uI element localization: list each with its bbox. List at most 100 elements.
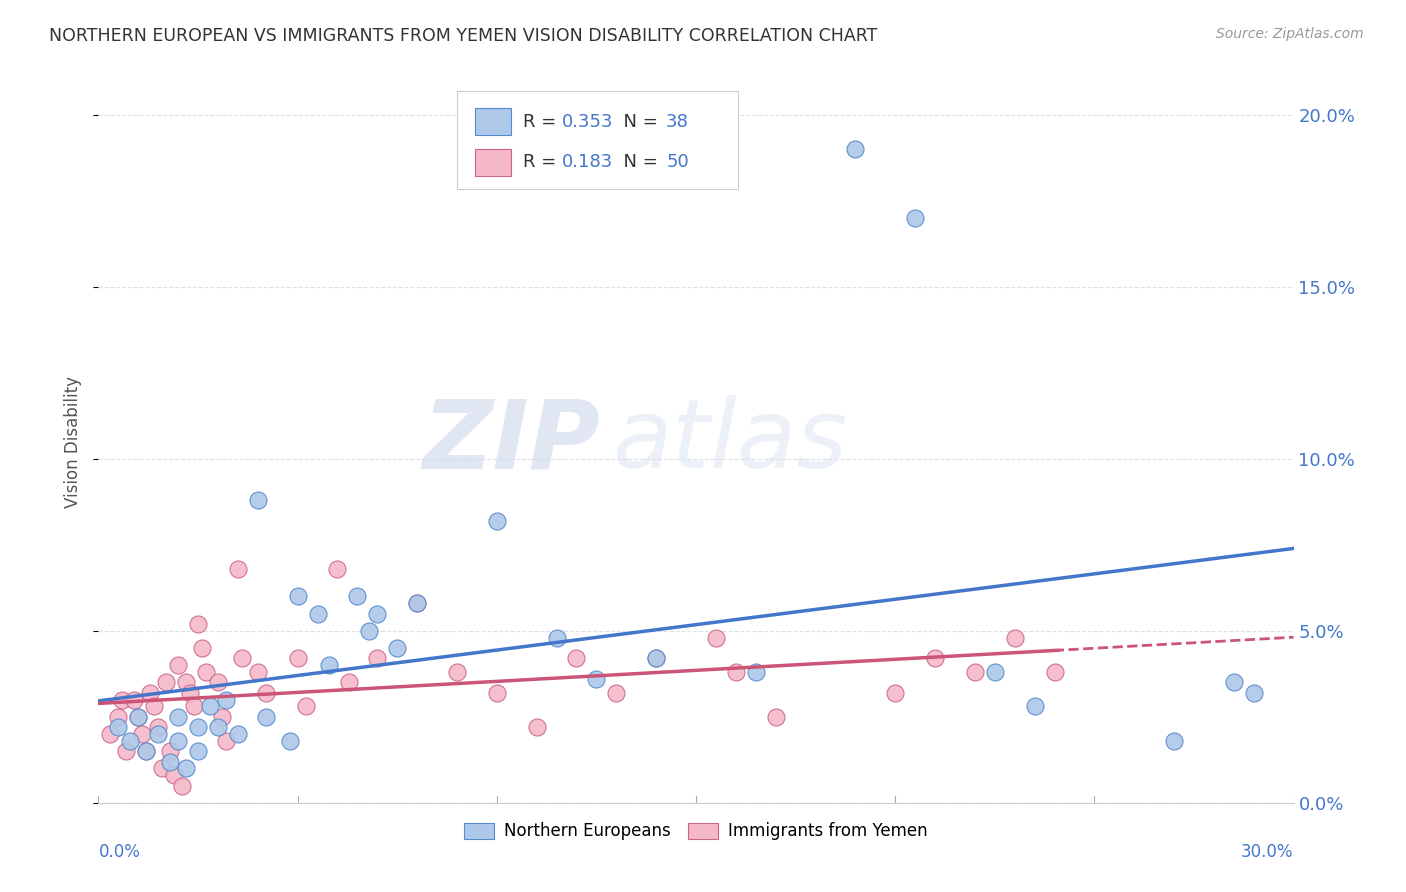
Point [155,675,177,690]
Legend: Northern Europeans, Immigrants from Yemen: Northern Europeans, Immigrants from Yeme… [456,814,936,848]
Point [406,596,429,610]
Text: 0.353: 0.353 [562,112,613,131]
Point [215,692,238,706]
Point [446,665,468,679]
Text: 0.183: 0.183 [562,153,613,171]
Point [107,710,129,724]
Point [1163,734,1185,748]
Point [187,720,209,734]
Text: R =: R = [523,153,561,171]
Point [318,658,340,673]
Text: 30.0%: 30.0% [1241,843,1294,861]
Point [1223,675,1246,690]
Point [287,651,309,665]
Text: ZIP: ZIP [422,395,600,488]
Point [167,658,190,673]
Point [254,686,277,700]
Point [246,665,269,679]
Point [254,710,277,724]
Point [127,710,149,724]
Point [207,720,229,734]
Text: 38: 38 [666,112,689,131]
Point [385,640,409,655]
Point [115,744,138,758]
Point [765,710,787,724]
Point [98,727,122,741]
Y-axis label: Vision Disability: Vision Disability [65,376,83,508]
Point [187,616,209,631]
Point [211,710,233,724]
Point [226,562,249,576]
Text: N =: N = [613,112,664,131]
Point [120,734,142,748]
Point [107,720,129,734]
Point [139,686,162,700]
Point [167,734,190,748]
Point [163,768,186,782]
Point [207,675,229,690]
Point [546,631,568,645]
Point [135,744,157,758]
Point [174,761,197,775]
Point [359,624,381,638]
Point [183,699,205,714]
Point [1243,686,1265,700]
Point [278,734,301,748]
Point [605,686,627,700]
Point [195,665,218,679]
Point [111,692,134,706]
Point [179,686,201,700]
Point [585,672,607,686]
Point [231,651,253,665]
Text: R =: R = [523,112,561,131]
Point [124,692,146,706]
Point [724,665,747,679]
Point [485,514,508,528]
Point [406,596,429,610]
Point [366,651,388,665]
Text: 0.0%: 0.0% [98,843,141,861]
Point [984,665,1007,679]
Point [1043,665,1066,679]
Point [131,727,153,741]
FancyBboxPatch shape [457,91,738,189]
Point [135,744,157,758]
Point [172,779,194,793]
Point [704,631,727,645]
Point [159,755,181,769]
Point [127,710,149,724]
Point [485,686,508,700]
Point [174,675,197,690]
Point [187,744,209,758]
Point [339,675,361,690]
Point [167,710,190,724]
Point [366,607,388,621]
Point [215,734,238,748]
Text: atlas: atlas [613,395,848,488]
Point [143,699,166,714]
Point [326,562,349,576]
Point [148,727,170,741]
Point [191,640,214,655]
Point [645,651,668,665]
Text: Source: ZipAtlas.com: Source: ZipAtlas.com [1216,27,1364,41]
Point [159,744,181,758]
Point [150,761,173,775]
Text: 50: 50 [666,153,689,171]
Point [645,651,668,665]
Text: N =: N = [613,153,664,171]
Point [246,493,269,508]
Point [307,607,329,621]
Point [346,590,368,604]
Point [904,211,927,225]
Point [924,651,946,665]
FancyBboxPatch shape [475,108,510,136]
Point [226,727,249,741]
Point [565,651,588,665]
Point [526,720,548,734]
Point [287,590,309,604]
Point [198,699,221,714]
Point [884,686,907,700]
Point [844,142,866,156]
FancyBboxPatch shape [475,149,510,176]
